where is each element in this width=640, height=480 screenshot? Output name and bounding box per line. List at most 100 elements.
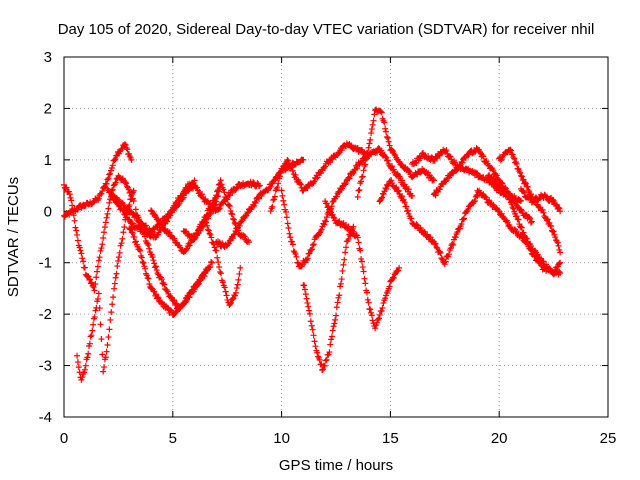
data-point xyxy=(374,316,381,323)
data-point xyxy=(292,172,299,179)
data-point xyxy=(207,264,214,271)
data-point xyxy=(115,254,122,261)
data-point xyxy=(171,202,178,209)
data-point xyxy=(354,194,361,201)
data-point xyxy=(524,239,531,246)
data-point xyxy=(507,195,514,202)
data-point xyxy=(62,185,69,192)
data-point xyxy=(136,216,143,223)
data-point xyxy=(152,263,159,270)
series-track-14 xyxy=(300,223,357,374)
data-point xyxy=(355,187,362,194)
plot-frame xyxy=(63,56,609,418)
data-point xyxy=(71,217,78,224)
data-point xyxy=(112,156,119,163)
data-point xyxy=(323,200,330,207)
data-point xyxy=(228,299,235,306)
data-point xyxy=(366,140,373,147)
data-point xyxy=(509,151,516,158)
data-point xyxy=(137,247,144,254)
data-point xyxy=(430,177,437,184)
data-point xyxy=(528,218,535,225)
data-point xyxy=(549,196,556,203)
x-tick-label: 25 xyxy=(600,430,617,447)
data-point xyxy=(233,185,240,192)
data-point xyxy=(328,336,335,343)
data-point xyxy=(70,212,77,219)
data-point xyxy=(226,203,233,210)
data-point xyxy=(94,197,101,204)
x-tick-label: 0 xyxy=(60,430,68,447)
data-point xyxy=(433,244,440,251)
data-point xyxy=(306,307,313,314)
data-point xyxy=(227,207,234,214)
data-point xyxy=(540,209,547,216)
data-point xyxy=(106,326,113,333)
data-point xyxy=(103,348,110,355)
data-point xyxy=(381,119,388,126)
data-point xyxy=(308,322,315,329)
data-point xyxy=(447,172,454,179)
data-point xyxy=(543,261,550,268)
data-point xyxy=(390,274,397,281)
data-point xyxy=(118,240,125,247)
y-axis-label: SDTVAR / TECUs xyxy=(5,177,22,297)
data-point xyxy=(124,205,131,212)
data-point xyxy=(250,179,257,186)
data-point xyxy=(79,374,86,381)
data-point xyxy=(204,222,211,229)
data-point xyxy=(394,268,401,275)
data-point xyxy=(382,153,389,160)
data-point xyxy=(544,216,551,223)
data-point xyxy=(114,263,121,270)
data-point xyxy=(287,234,294,241)
data-point xyxy=(383,186,390,193)
data-point xyxy=(207,205,214,212)
data-point xyxy=(361,275,368,282)
data-point xyxy=(213,247,220,254)
data-point xyxy=(518,224,525,231)
data-point xyxy=(458,221,465,228)
data-point xyxy=(515,216,522,223)
data-point xyxy=(368,312,375,319)
data-point xyxy=(328,333,335,340)
data-point xyxy=(204,211,211,218)
data-point xyxy=(293,253,300,260)
data-point xyxy=(363,289,370,296)
data-point xyxy=(271,193,278,200)
data-point xyxy=(241,233,248,240)
data-point xyxy=(112,274,119,281)
data-point xyxy=(282,208,289,215)
data-point xyxy=(359,264,366,271)
data-point xyxy=(285,225,292,231)
data-point xyxy=(81,264,88,271)
y-tick-label: 1 xyxy=(44,152,52,169)
data-point xyxy=(356,186,363,193)
data-point xyxy=(358,174,365,181)
data-point xyxy=(106,199,113,206)
data-point xyxy=(333,312,339,319)
data-point xyxy=(430,176,437,183)
data-point xyxy=(367,306,374,313)
data-point xyxy=(242,213,249,220)
x-tick-label: 10 xyxy=(273,430,290,447)
data-point xyxy=(252,199,259,206)
data-point xyxy=(108,309,115,316)
data-point xyxy=(227,300,234,307)
data-point xyxy=(107,316,114,323)
data-point xyxy=(526,214,533,221)
data-point xyxy=(138,254,145,261)
data-point xyxy=(91,314,98,321)
data-point xyxy=(338,147,345,154)
data-point xyxy=(276,173,283,180)
data-point xyxy=(148,285,155,292)
data-point xyxy=(517,169,524,176)
data-point xyxy=(380,300,387,307)
data-point xyxy=(283,214,290,221)
data-point xyxy=(379,194,386,201)
data-point xyxy=(539,206,546,213)
data-point xyxy=(281,201,288,208)
data-point xyxy=(325,203,332,210)
data-point xyxy=(234,281,241,288)
data-point xyxy=(368,130,375,137)
